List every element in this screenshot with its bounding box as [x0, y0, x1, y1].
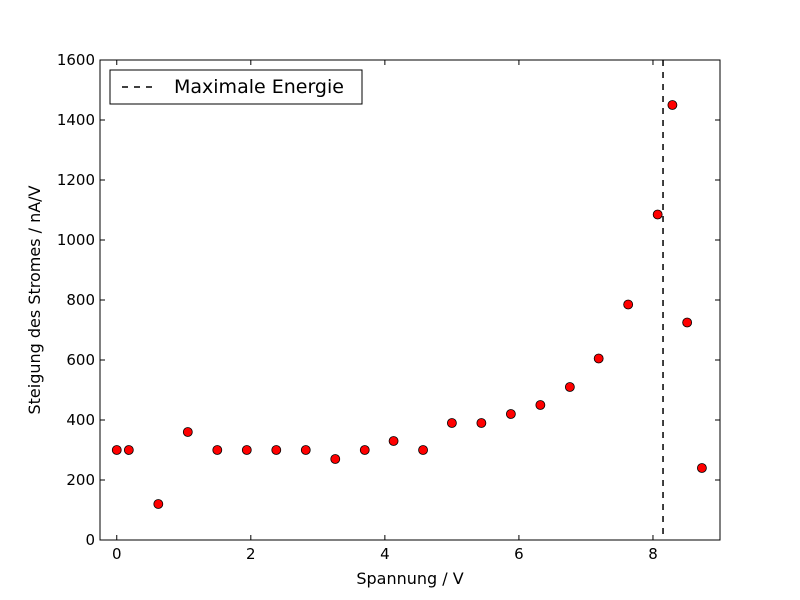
y-tick-label: 1600	[57, 51, 95, 69]
data-point	[564, 382, 575, 392]
legend: Maximale Energie	[109, 69, 363, 105]
data-point	[682, 317, 693, 328]
x-tick-label: 6	[514, 545, 524, 563]
y-tick-label: 1400	[57, 111, 95, 129]
x-axis-title: Spannung / V	[356, 569, 463, 588]
x-tick-label: 8	[648, 545, 658, 563]
data-point	[667, 100, 678, 110]
x-tick-label: 0	[112, 545, 122, 563]
data-point	[182, 427, 193, 437]
data-point	[418, 445, 428, 455]
data-points	[111, 100, 707, 509]
y-tick-label: 0	[85, 531, 95, 549]
x-tick-label: 4	[380, 545, 390, 563]
data-point	[535, 400, 546, 410]
data-point	[212, 445, 223, 455]
data-point	[359, 445, 370, 455]
y-tick-label: 800	[66, 291, 95, 309]
data-point	[505, 409, 516, 419]
y-tick-label: 1000	[57, 231, 95, 249]
y-tick-label: 600	[66, 351, 95, 369]
data-point	[593, 353, 604, 364]
data-point	[123, 445, 134, 455]
y-tick-label: 1200	[57, 171, 95, 189]
data-point	[476, 418, 487, 428]
data-point	[153, 499, 164, 509]
y-tick-label: 400	[66, 411, 95, 429]
data-point	[388, 436, 399, 446]
axis-ticks: 0 2 4 6 8 0 200 400 600 800 1000 1200 1400 1600	[57, 51, 720, 563]
data-point	[652, 209, 663, 220]
data-point	[623, 299, 634, 310]
data-point	[241, 445, 252, 455]
data-point	[697, 463, 707, 473]
data-point	[300, 445, 311, 455]
data-point	[271, 445, 282, 455]
y-tick-label: 200	[66, 471, 95, 489]
legend-label: Maximale Energie	[174, 76, 344, 98]
axes-frame	[99, 59, 721, 541]
data-point	[111, 445, 122, 455]
data-point	[330, 454, 341, 464]
y-axis-title: Steigung des Stromes / nA/V	[25, 185, 44, 414]
data-point	[446, 418, 457, 428]
x-tick-label: 2	[246, 545, 256, 563]
